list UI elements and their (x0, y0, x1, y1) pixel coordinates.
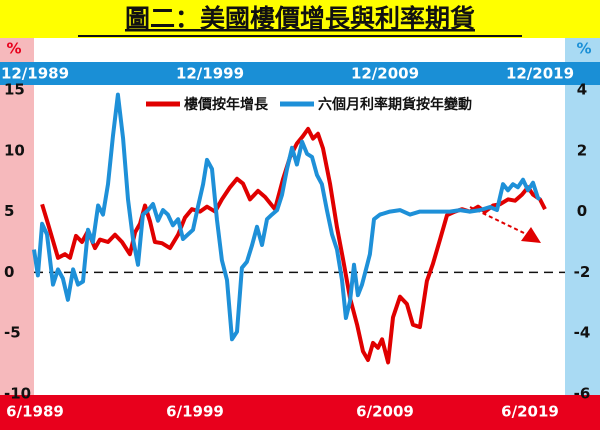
left-unit: % (6, 40, 21, 58)
y-tick-label: 0 (4, 263, 14, 281)
series-line (40, 126, 547, 365)
y2-tick-label: -6 (574, 385, 591, 403)
legend-label: 樓價按年增長 (184, 96, 269, 113)
legend-label: 六個月利率期貨按年變動 (318, 96, 472, 113)
y2-tick-label: 4 (577, 81, 587, 99)
title-bar (0, 0, 600, 38)
top-date-label: 12/1999 (176, 65, 244, 83)
right-unit: % (576, 40, 591, 58)
y-tick-label: -5 (4, 324, 21, 342)
top-date-label: 12/2009 (351, 65, 419, 83)
bottom-date-band (0, 395, 600, 430)
bottom-date-label: 6/1989 (6, 403, 64, 421)
top-date-band (0, 62, 600, 85)
arrow-head (521, 227, 541, 243)
left-axis-panel (0, 38, 34, 395)
y2-tick-label: 0 (577, 202, 587, 220)
y-tick-label: -10 (4, 385, 31, 403)
bottom-date-label: 6/1999 (166, 403, 224, 421)
y-tick-label: 10 (4, 141, 25, 159)
y-tick-label: 5 (4, 202, 14, 220)
chart-title: 圖二：美國樓價增長與利率期貨 (125, 4, 475, 33)
y2-tick-label: 2 (577, 141, 587, 159)
bottom-date-label: 6/2019 (501, 403, 559, 421)
top-date-label: 12/1989 (1, 65, 69, 83)
top-date-label: 12/2019 (506, 65, 574, 83)
y2-tick-label: -2 (574, 263, 591, 281)
right-axis-panel (565, 38, 600, 395)
bottom-date-label: 6/2009 (356, 403, 414, 421)
y2-tick-label: -4 (574, 324, 591, 342)
y-tick-label: 15 (4, 81, 25, 99)
series-line (32, 92, 542, 342)
